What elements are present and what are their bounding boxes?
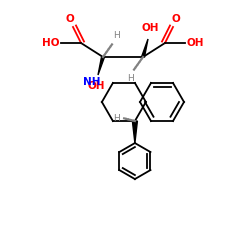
Text: OH: OH — [141, 23, 159, 33]
Text: O: O — [66, 14, 74, 24]
Polygon shape — [98, 57, 104, 75]
Text: H: H — [128, 74, 134, 83]
Text: H: H — [113, 114, 120, 122]
Text: OH: OH — [87, 81, 105, 91]
Text: OH: OH — [186, 38, 204, 48]
Polygon shape — [132, 121, 138, 143]
Text: O: O — [172, 14, 180, 24]
Text: HO: HO — [42, 38, 60, 48]
Text: H: H — [112, 31, 119, 40]
Text: NH: NH — [84, 77, 101, 87]
Polygon shape — [142, 39, 148, 57]
